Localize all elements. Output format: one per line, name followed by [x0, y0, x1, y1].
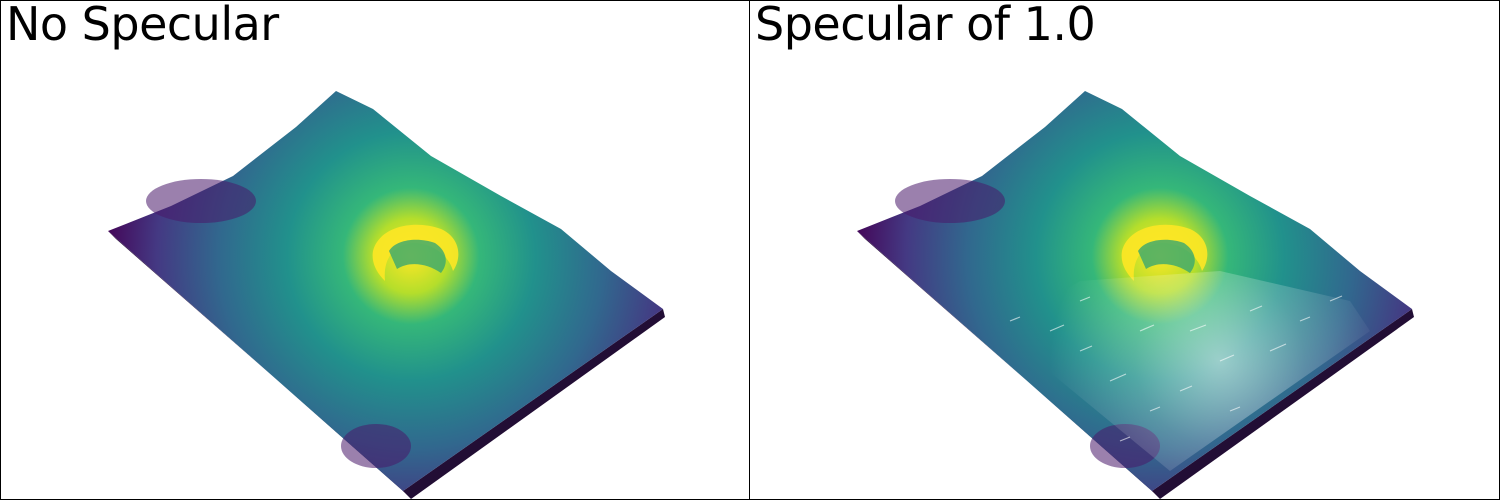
viewport-title: No Specular: [6, 0, 279, 51]
terrain-surface-render[interactable]: [750, 1, 1500, 500]
terrain-dark-region: [895, 179, 1005, 223]
render-viewport-right[interactable]: Specular of 1.0: [750, 0, 1500, 500]
terrain-dark-region: [146, 179, 256, 223]
viewport-title: Specular of 1.0: [755, 0, 1096, 51]
crater-rim: [1121, 224, 1208, 281]
terrain-dark-region: [341, 424, 411, 468]
crater-inner: [389, 239, 446, 273]
terrain-side-wall: [1152, 309, 1414, 499]
specular-glints: [1009, 295, 1343, 442]
specular-highlight: [1000, 271, 1370, 471]
terrain-side-wall: [403, 309, 665, 499]
render-viewport-left[interactable]: No Specular: [0, 0, 750, 500]
crater-inner: [1138, 239, 1195, 273]
terrain-surface-render[interactable]: [1, 1, 750, 500]
crater-rim: [372, 224, 459, 281]
